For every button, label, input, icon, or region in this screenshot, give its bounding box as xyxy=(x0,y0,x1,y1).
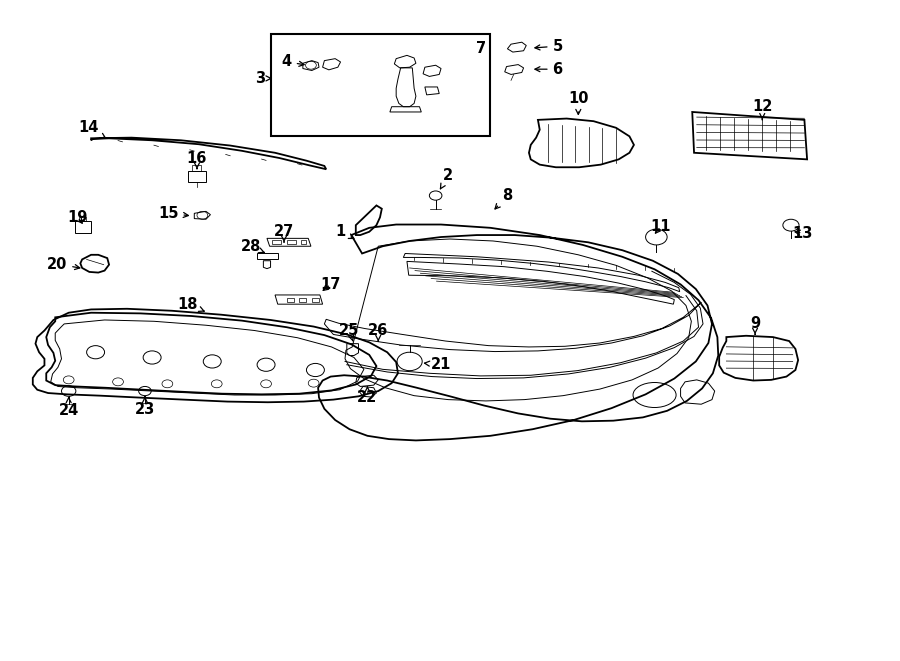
Text: 11: 11 xyxy=(651,219,671,234)
Text: 22: 22 xyxy=(357,387,378,405)
Text: 27: 27 xyxy=(274,224,294,242)
Text: 21: 21 xyxy=(425,357,451,372)
Text: 8: 8 xyxy=(495,188,512,209)
Text: 24: 24 xyxy=(58,397,79,418)
Bar xyxy=(193,165,202,171)
Text: 20: 20 xyxy=(47,256,80,272)
Text: 23: 23 xyxy=(135,397,155,417)
Text: 10: 10 xyxy=(568,91,589,114)
Text: 5: 5 xyxy=(535,38,562,54)
Text: 15: 15 xyxy=(158,206,188,221)
Bar xyxy=(78,217,86,221)
Text: 18: 18 xyxy=(178,297,204,312)
Text: 2: 2 xyxy=(440,169,454,189)
Text: 9: 9 xyxy=(750,317,760,334)
Text: 13: 13 xyxy=(792,225,813,241)
Text: 25: 25 xyxy=(339,323,360,341)
Text: 7: 7 xyxy=(476,41,486,56)
Bar xyxy=(273,241,282,245)
Text: 14: 14 xyxy=(78,120,105,138)
Text: 16: 16 xyxy=(187,151,207,169)
Bar xyxy=(311,297,319,302)
Text: 19: 19 xyxy=(68,210,88,225)
Text: 17: 17 xyxy=(320,277,341,292)
Text: 6: 6 xyxy=(535,61,562,77)
Text: 12: 12 xyxy=(752,99,772,120)
Bar xyxy=(300,297,306,302)
Bar xyxy=(287,241,296,245)
Text: 3: 3 xyxy=(255,71,271,86)
Bar xyxy=(287,297,294,302)
Text: 26: 26 xyxy=(368,323,388,341)
Bar xyxy=(302,241,306,245)
Text: 1: 1 xyxy=(336,224,354,239)
Bar xyxy=(271,34,490,136)
Text: 28: 28 xyxy=(240,239,265,254)
Text: 4: 4 xyxy=(282,54,304,69)
